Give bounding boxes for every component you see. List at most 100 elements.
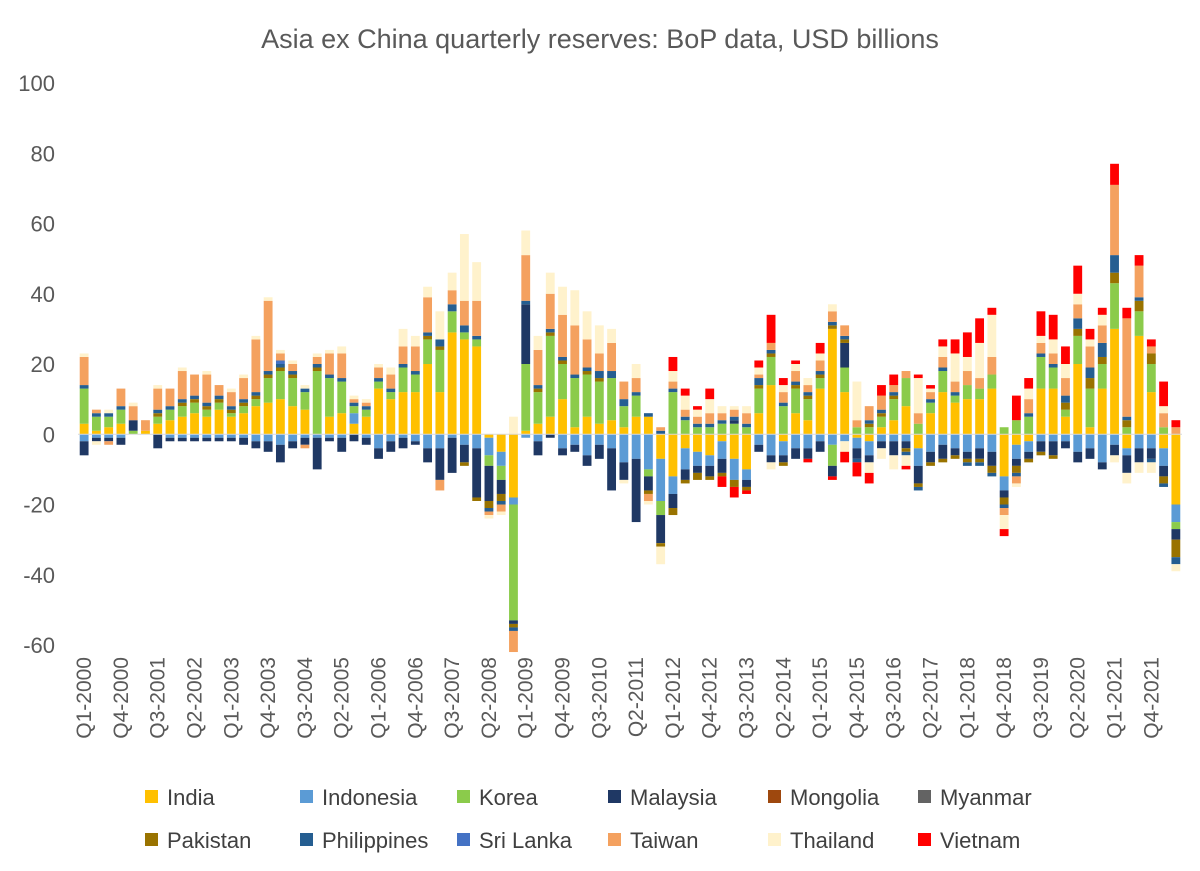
bar-segment-malaysia <box>325 437 334 442</box>
bar-segment-pakistan <box>545 332 555 336</box>
y-tick-label: -40 <box>23 563 55 588</box>
bar-segment-thailand <box>1011 483 1021 487</box>
bar-segment-india <box>349 423 359 435</box>
bar-segment-pakistan <box>729 479 739 487</box>
bar-segment-korea <box>815 378 825 389</box>
bar-segment-india <box>742 434 751 470</box>
bar-segment-thailand <box>496 511 506 516</box>
bar-segment-taiwan <box>484 511 494 516</box>
bar-segment-vietnam <box>754 360 764 368</box>
bar-segment-indonesia <box>803 434 813 449</box>
x-tick-label: Q3-2016 <box>883 657 906 739</box>
bar-segment-taiwan <box>312 356 322 364</box>
bar-segment-india <box>827 328 837 435</box>
bar-segment-taiwan <box>141 420 150 431</box>
x-tick-label: Q3-2007 <box>441 657 464 739</box>
bar-segment-malaysia <box>778 455 788 463</box>
bar-segment-indonesia <box>104 434 114 438</box>
bar-segment-pakistan <box>742 486 751 491</box>
bar-segment-indonesia <box>1134 434 1144 449</box>
bar-segment-vietnam <box>950 339 960 354</box>
bar-segment-korea <box>742 427 751 435</box>
bar-segment-malaysia <box>766 455 776 463</box>
bar-segment-philippines <box>693 423 702 428</box>
bar-segment-philippines <box>104 413 114 417</box>
bar-segment-philippines <box>496 500 506 505</box>
bar-segment-taiwan <box>435 479 445 491</box>
bar-segment-philippines <box>926 399 935 403</box>
bar-segment-taiwan <box>693 416 702 424</box>
bar-segment-korea <box>570 378 580 428</box>
bar-segment-taiwan <box>570 325 580 375</box>
bar-segment-korea <box>913 423 923 435</box>
bar-segment-malaysia <box>214 437 224 442</box>
bar-segment-indonesia <box>447 434 457 438</box>
bar-segment-philippines <box>827 321 837 326</box>
bar-segment-korea <box>1134 311 1144 336</box>
bar-segment-malaysia <box>104 437 114 442</box>
bar-segment-india <box>1110 328 1119 435</box>
bar-segment-korea <box>607 378 617 421</box>
bar-segment-india <box>631 416 641 435</box>
bar-segment-vietnam <box>729 486 739 498</box>
bar-segment-malaysia <box>680 469 690 480</box>
bar-segment-indonesia <box>950 434 960 449</box>
bar-segment-korea <box>521 364 531 431</box>
bar-segment-thailand <box>361 399 371 403</box>
bar-segment-philippines <box>423 332 433 336</box>
bar-segment-malaysia <box>913 465 923 484</box>
bar-segment-indonesia <box>288 434 298 442</box>
bar-segment-korea <box>1171 522 1181 530</box>
bar-segment-indonesia <box>877 434 886 442</box>
bar-segment-taiwan <box>607 342 617 372</box>
bar-segment-india <box>472 346 482 435</box>
y-axis: 100 80 60 40 20 0 -20 -40 -60 <box>18 71 55 658</box>
bar-segment-malaysia <box>435 448 445 480</box>
bar-segment-vietnam <box>1073 265 1083 294</box>
bar-segment-thailand <box>815 353 825 361</box>
bar-segment-pakistan <box>926 462 935 466</box>
bar-segment-india <box>435 392 445 435</box>
bar-segment-indonesia <box>1061 434 1070 442</box>
bar-segment-thailand <box>643 500 653 505</box>
bar-segment-india <box>693 434 702 452</box>
bar-segment-korea <box>496 465 506 480</box>
bar-segment-philippines <box>116 406 126 410</box>
bar-segment-korea <box>128 430 138 435</box>
bar-segment-thailand <box>656 546 666 565</box>
bar-segment-philippines <box>631 392 641 396</box>
x-tick-label: Q2-2014 <box>772 657 795 739</box>
bar-segment-malaysia <box>300 437 310 445</box>
x-tick-label: Q4-2015 <box>846 657 869 739</box>
bar-segment-korea <box>852 427 862 435</box>
bar-segment-vietnam <box>975 318 985 343</box>
bar-segment-indonesia <box>496 451 506 466</box>
bar-segment-malaysia <box>962 451 972 459</box>
bar-segment-philippines <box>545 328 555 333</box>
bar-segment-pakistan <box>1159 476 1169 484</box>
legend-swatch-mongolia <box>768 790 781 803</box>
bar-segment-malaysia <box>1122 455 1132 473</box>
bar-segment-indonesia <box>275 434 285 445</box>
bar-segment-philippines <box>594 371 604 379</box>
bar-segment-pakistan <box>962 458 972 463</box>
bar-segment-india <box>533 423 543 435</box>
bar-segment-thailand <box>803 378 813 386</box>
bar-segment-thailand <box>325 349 334 354</box>
bar-segment-indonesia <box>1110 434 1119 445</box>
bar-segment-taiwan <box>251 339 261 393</box>
bar-segment-indonesia <box>643 434 653 470</box>
bar-segment-india <box>79 423 89 435</box>
bar-segment-malaysia <box>1146 448 1156 459</box>
bar-segment-philippines <box>1011 472 1021 477</box>
bar-segment-malaysia <box>202 437 212 442</box>
bar-segment-philippines <box>668 388 678 393</box>
x-tick-label: Q4-2000 <box>110 657 133 739</box>
bar-segment-korea <box>349 406 359 414</box>
bar-segment-thailand <box>631 364 641 379</box>
bar-segment-taiwan <box>987 356 997 375</box>
bar-segment-taiwan <box>729 409 739 417</box>
bar-segment-thailand <box>852 381 862 421</box>
bar-segment-thailand <box>1159 406 1169 414</box>
bar-segment-philippines <box>533 385 543 389</box>
